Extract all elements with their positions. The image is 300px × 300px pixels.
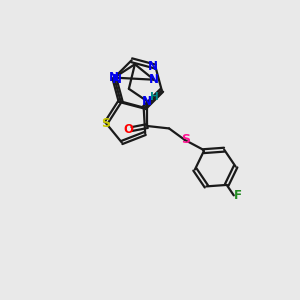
Text: N: N [112, 73, 122, 85]
Text: H: H [150, 92, 158, 102]
Text: N: N [149, 73, 159, 86]
Text: F: F [233, 189, 242, 202]
Text: O: O [124, 123, 134, 136]
Text: N: N [109, 71, 119, 84]
Text: N: N [142, 94, 152, 108]
Text: N: N [147, 60, 158, 73]
Text: S: S [101, 117, 110, 130]
Text: S: S [181, 133, 190, 146]
